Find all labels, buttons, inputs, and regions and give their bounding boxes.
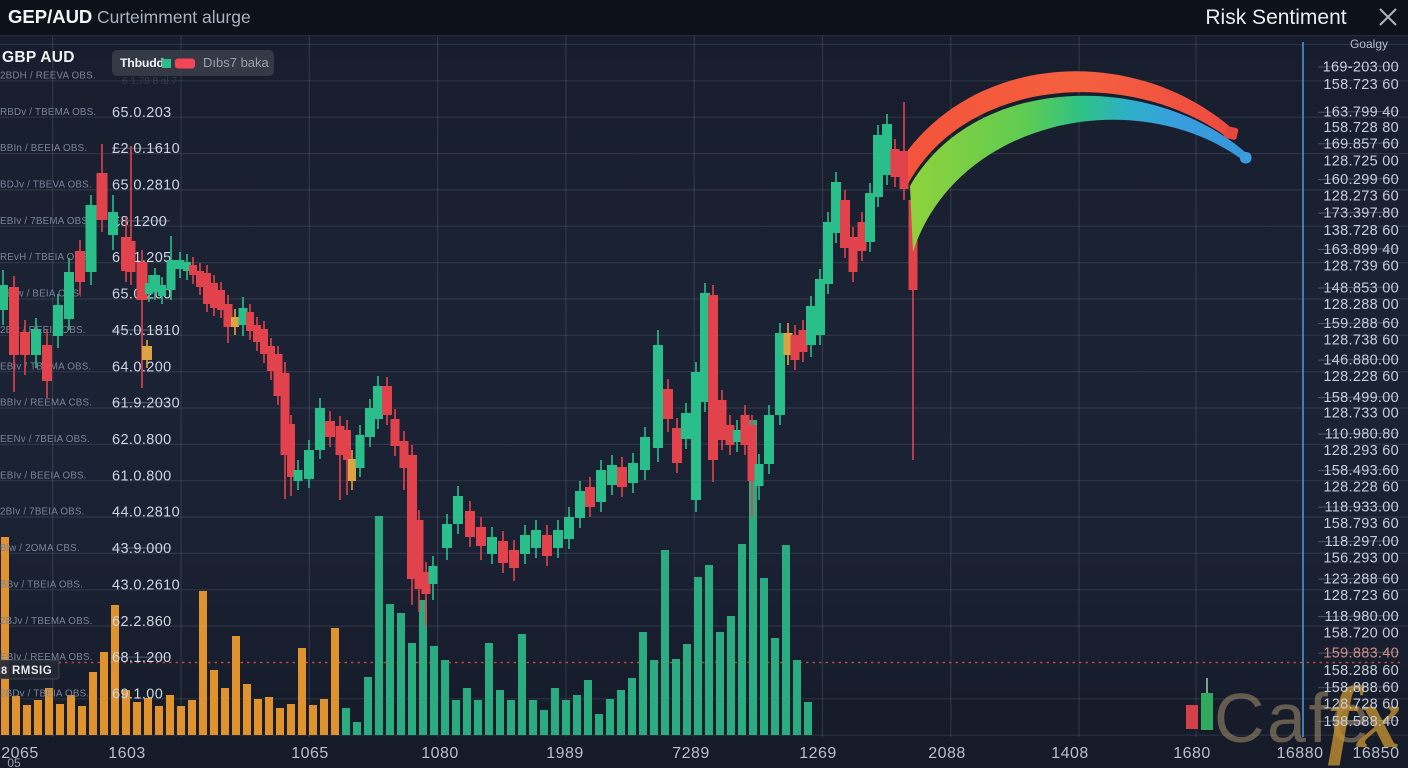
svg-text:128.228 60: 128.228 60 xyxy=(1323,369,1399,385)
svg-text:128.723 60: 128.723 60 xyxy=(1323,588,1399,604)
svg-text:£8.1200: £8.1200 xyxy=(112,214,167,230)
svg-text:138.728 60: 138.728 60 xyxy=(1323,223,1399,239)
svg-text:16850: 16850 xyxy=(1353,745,1400,762)
svg-text:1989: 1989 xyxy=(546,745,584,762)
svg-text:118.933.00: 118.933.00 xyxy=(1325,500,1400,516)
svg-text:128.738 60: 128.738 60 xyxy=(1323,332,1399,348)
svg-text:65.0.2810: 65.0.2810 xyxy=(112,178,180,194)
svg-text:1408: 1408 xyxy=(1051,745,1089,762)
svg-text:128.273 60: 128.273 60 xyxy=(1323,188,1399,204)
svg-text:61.9.2030: 61.9.2030 xyxy=(112,396,180,412)
svg-text:EENv / 7BEIA OBS.: EENv / 7BEIA OBS. xyxy=(0,434,90,445)
svg-text:2065: 2065 xyxy=(1,745,39,762)
svg-text:REvH / TBEIA OBS.: REvH / TBEIA OBS. xyxy=(0,252,91,263)
svg-text:163.899 40: 163.899 40 xyxy=(1323,242,1399,258)
svg-text:2BIv / 7BEIA OBS.: 2BIv / 7BEIA OBS. xyxy=(0,507,85,518)
svg-text:118.980.00: 118.980.00 xyxy=(1325,609,1400,625)
svg-text:GBP AUD: GBP AUD xyxy=(2,49,75,66)
svg-text:160.299 60: 160.299 60 xyxy=(1323,172,1399,188)
svg-text:128.733 00: 128.733 00 xyxy=(1323,405,1399,421)
svg-text:163.799 40: 163.799 40 xyxy=(1323,105,1399,121)
svg-text:43.0.2610: 43.0.2610 xyxy=(112,577,180,593)
svg-text:159.883.40: 159.883.40 xyxy=(1323,646,1399,662)
svg-text:2BJv / TBEMA OBS.: 2BJv / TBEMA OBS. xyxy=(0,616,93,627)
svg-text:148.853 00: 148.853 00 xyxy=(1323,281,1399,297)
svg-text:EBIv / BEEIA OBS.: EBIv / BEEIA OBS. xyxy=(0,470,87,481)
svg-text:65.0.203: 65.0.203 xyxy=(112,105,172,121)
svg-text:EBIv / 7BEMA OBS.: EBIv / 7BEMA OBS. xyxy=(0,216,91,227)
svg-text:62.2.860: 62.2.860 xyxy=(112,614,172,630)
svg-text:16880: 16880 xyxy=(1277,745,1324,762)
svg-text:128.739 60: 128.739 60 xyxy=(1323,258,1399,274)
svg-text:158.288 60: 158.288 60 xyxy=(1323,663,1399,679)
svg-text:158.728 80: 158.728 80 xyxy=(1323,120,1399,136)
svg-text:169.857 60: 169.857 60 xyxy=(1323,136,1399,152)
svg-text:05: 05 xyxy=(7,756,21,768)
svg-text:2BDH / REEVA OBS.: 2BDH / REEVA OBS. xyxy=(0,71,96,82)
svg-text:BDJv / TBEVA OBS.: BDJv / TBEVA OBS. xyxy=(0,180,92,191)
svg-text:158.499.00: 158.499.00 xyxy=(1323,390,1399,406)
svg-text:1080: 1080 xyxy=(421,745,459,762)
svg-text:69.1.00: 69.1.00 xyxy=(112,687,163,703)
svg-text:GEP/AUD: GEP/AUD xyxy=(8,6,92,27)
svg-text:158.793 60: 158.793 60 xyxy=(1323,516,1399,532)
svg-text:RMSIG: RMSIG xyxy=(12,665,52,677)
svg-text:2BDv / TBEIA OBS.: 2BDv / TBEIA OBS. xyxy=(0,689,89,700)
svg-text:61.0.800: 61.0.800 xyxy=(112,468,172,484)
svg-text:128.228 60: 128.228 60 xyxy=(1323,479,1399,495)
svg-text:2Blv / REEIA OBS.: 2Blv / REEIA OBS. xyxy=(0,325,86,336)
svg-text:EBIw / BEIA OBS.: EBIw / BEIA OBS. xyxy=(0,289,82,300)
svg-text:128.728 60: 128.728 60 xyxy=(1323,697,1399,713)
svg-text:158.588.40: 158.588.40 xyxy=(1323,714,1399,730)
svg-text:62.0.800: 62.0.800 xyxy=(112,432,172,448)
svg-text:158.493.60: 158.493.60 xyxy=(1323,463,1399,479)
svg-text:Cafe: Cafe xyxy=(1214,679,1372,757)
svg-text:68.1.200: 68.1.200 xyxy=(112,650,172,666)
svg-text:123.288 60: 123.288 60 xyxy=(1323,572,1399,588)
svg-text:45.0.1810: 45.0.1810 xyxy=(112,323,180,339)
svg-text:1603: 1603 xyxy=(108,745,146,762)
svg-text:1269: 1269 xyxy=(799,745,837,762)
svg-text:173.397.80: 173.397.80 xyxy=(1323,206,1399,222)
svg-text:BBIv / REEMA CBS.: BBIv / REEMA CBS. xyxy=(0,398,92,409)
svg-text:128.293 60: 128.293 60 xyxy=(1323,443,1399,459)
svg-text:BBv / TBEIA OBS.: BBv / TBEIA OBS. xyxy=(0,579,83,590)
svg-text:43.9.000: 43.9.000 xyxy=(112,541,172,557)
svg-text:2088: 2088 xyxy=(928,745,966,762)
svg-text:169-203.00: 169-203.00 xyxy=(1323,60,1399,76)
svg-text:1065: 1065 xyxy=(291,745,329,762)
svg-text:158.888.60: 158.888.60 xyxy=(1323,680,1399,696)
svg-text:128.725 00: 128.725 00 xyxy=(1323,154,1399,170)
svg-text:6 1.79 8 al.7: 6 1.79 8 al.7 xyxy=(122,76,177,87)
svg-text:Risk Sentiment: Risk Sentiment xyxy=(1205,6,1346,29)
svg-text:RBDv / TBEMA OBS.: RBDv / TBEMA OBS. xyxy=(0,107,96,118)
svg-text:128.288 00: 128.288 00 xyxy=(1323,297,1399,313)
svg-text:158.723 60: 158.723 60 xyxy=(1323,77,1399,93)
svg-text:Blw / 2OMA CBS.: Blw / 2OMA CBS. xyxy=(0,543,80,554)
svg-text:146.880.00: 146.880.00 xyxy=(1323,353,1399,369)
svg-text:110.980.80: 110.980.80 xyxy=(1325,427,1400,443)
svg-text:Goalgy: Goalgy xyxy=(1350,37,1388,51)
svg-text:156.293 00: 156.293 00 xyxy=(1323,551,1399,567)
svg-text:159.288 60: 159.288 60 xyxy=(1323,316,1399,332)
svg-text:8: 8 xyxy=(1,665,7,677)
svg-text:EBIv / REEMA OBS.: EBIv / REEMA OBS. xyxy=(0,652,93,663)
svg-text:Curteimment alurge: Curteimment alurge xyxy=(97,7,251,27)
svg-text:1680: 1680 xyxy=(1173,745,1211,762)
svg-text:Dıbs7 baka: Dıbs7 baka xyxy=(203,55,270,70)
svg-text:fx: fx xyxy=(1328,670,1401,767)
svg-text:£2.0.1610: £2.0.1610 xyxy=(112,141,180,157)
svg-text:44.0.2810: 44.0.2810 xyxy=(112,505,180,521)
svg-text:158.720 00: 158.720 00 xyxy=(1323,625,1399,641)
svg-text:118.297.00: 118.297.00 xyxy=(1325,534,1400,550)
svg-text:BBIn / BEEIA OBS.: BBIn / BEEIA OBS. xyxy=(0,143,87,154)
svg-text:7289: 7289 xyxy=(672,745,710,762)
svg-text:Thbudd: Thbudd xyxy=(120,56,164,70)
